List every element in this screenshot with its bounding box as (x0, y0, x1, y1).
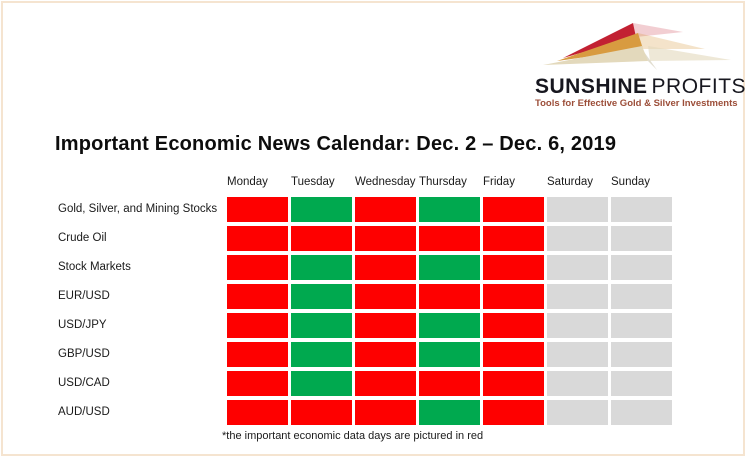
calendar-cell-gray (611, 342, 672, 367)
calendar-cell-green (291, 371, 352, 396)
day-headers: Monday Tuesday Wednesday Thursday Friday Satu… (227, 176, 672, 188)
logo-wordmark: SUNSHINE PROFITS (535, 75, 746, 98)
calendar-cell-gray (611, 371, 672, 396)
calendar-cell-green (291, 255, 352, 280)
row-label: EUR/USD (58, 290, 110, 302)
calendar-cell-gray (611, 313, 672, 338)
day-header-thursday: Thursday (419, 176, 467, 188)
row-labels: Gold, Silver, and Mining Stocks Crude Oil… (58, 197, 223, 429)
calendar-cell-red (227, 197, 288, 222)
calendar-cell-gray (547, 197, 608, 222)
logo-name-part1: SUNSHINE (535, 75, 648, 98)
row-label: Gold, Silver, and Mining Stocks (58, 203, 218, 215)
calendar-grid (227, 197, 672, 425)
calendar-cell-red (355, 342, 416, 367)
calendar-cell-red (483, 400, 544, 425)
day-header-wednesday: Wednesday (355, 176, 416, 188)
calendar-cell-gray (611, 400, 672, 425)
calendar-cell-gray (611, 197, 672, 222)
row-label: USD/CAD (58, 377, 110, 389)
calendar-cell-gray (547, 342, 608, 367)
calendar-cell-green (291, 284, 352, 309)
calendar-cell-green (419, 342, 480, 367)
calendar-cell-red (227, 313, 288, 338)
calendar-cell-red (227, 255, 288, 280)
calendar-cell-red (419, 284, 480, 309)
calendar-cell-red (483, 255, 544, 280)
logo-tagline: Tools for Effective Gold & Silver Invest… (535, 98, 738, 109)
calendar-cell-green (291, 342, 352, 367)
calendar-cell-red (227, 284, 288, 309)
calendar-cell-gray (547, 226, 608, 251)
calendar-cell-gray (547, 400, 608, 425)
calendar-cell-gray (547, 284, 608, 309)
calendar-cell-red (227, 342, 288, 367)
calendar-cell-red (483, 197, 544, 222)
calendar-cell-green (291, 197, 352, 222)
calendar-cell-gray (547, 313, 608, 338)
calendar-cell-green (419, 313, 480, 338)
day-header-monday: Monday (227, 176, 268, 188)
day-header-tuesday: Tuesday (291, 176, 335, 188)
calendar-cell-red (291, 226, 352, 251)
calendar-cell-gray (547, 255, 608, 280)
calendar-cell-red (355, 313, 416, 338)
calendar-cell-red (355, 284, 416, 309)
calendar-cell-red (355, 226, 416, 251)
calendar-cell-green (419, 255, 480, 280)
footnote: *the important economic data days are pi… (222, 430, 484, 442)
calendar-cell-gray (547, 371, 608, 396)
row-label: USD/JPY (58, 319, 107, 331)
calendar-cell-gray (611, 255, 672, 280)
day-header-sunday: Sunday (611, 176, 651, 188)
calendar-cell-red (483, 371, 544, 396)
sunshine-profits-logo: SUNSHINE PROFITS Tools for Effective Gold… (535, 8, 746, 116)
calendar-cell-green (419, 197, 480, 222)
calendar-cell-red (483, 342, 544, 367)
calendar-cell-red (227, 226, 288, 251)
row-label: Stock Markets (58, 261, 131, 273)
logo-rays-icon (543, 23, 731, 70)
logo-name-part2: PROFITS (651, 75, 746, 98)
calendar-cell-red (355, 197, 416, 222)
calendar-cell-red (227, 371, 288, 396)
calendar-cell-red (419, 226, 480, 251)
day-header-saturday: Saturday (547, 176, 594, 188)
calendar-cell-green (419, 400, 480, 425)
calendar-cell-red (227, 400, 288, 425)
calendar-cell-red (355, 400, 416, 425)
row-label: GBP/USD (58, 348, 110, 360)
calendar-cell-gray (611, 226, 672, 251)
calendar-cell-red (291, 400, 352, 425)
page-title: Important Economic News Calendar: Dec. 2… (55, 133, 617, 155)
calendar-cell-gray (611, 284, 672, 309)
calendar-cell-red (483, 226, 544, 251)
day-header-friday: Friday (483, 176, 515, 188)
row-label: AUD/USD (58, 406, 110, 418)
calendar-cell-red (355, 255, 416, 280)
calendar-cell-green (291, 313, 352, 338)
row-label: Crude Oil (58, 232, 107, 244)
calendar-cell-red (355, 371, 416, 396)
calendar-cell-red (483, 284, 544, 309)
calendar-cell-red (419, 371, 480, 396)
calendar-cell-red (483, 313, 544, 338)
